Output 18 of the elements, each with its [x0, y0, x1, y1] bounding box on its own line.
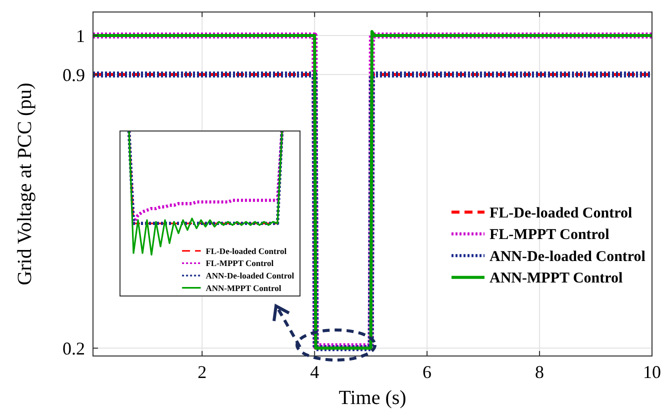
y-tick-label: 0.2	[62, 338, 85, 358]
y-tick-label: 1	[76, 26, 85, 46]
legend-label: ANN-MPPT Control	[206, 282, 282, 293]
legend-label: FL-MPPT Control	[206, 258, 274, 268]
x-tick-label: 2	[198, 362, 207, 382]
x-tick-label: 6	[422, 362, 432, 382]
x-tick-label: 4	[310, 362, 320, 382]
x-axis-title: Time (s)	[338, 387, 406, 409]
legend-label: FL-MPPT Control	[490, 227, 610, 244]
legend-label: ANN-De-loaded Control	[490, 248, 646, 265]
legend-label: FL-De-loaded Control	[206, 246, 288, 256]
legend-label: ANN-MPPT Control	[490, 270, 623, 287]
legend-label: ANN-De-loaded Control	[206, 270, 295, 280]
legend-label: FL-De-loaded Control	[490, 205, 632, 222]
y-axis-title: Grid Voltage at PCC (pu)	[14, 82, 36, 286]
x-tick-label: 10	[643, 362, 661, 382]
x-tick-label: 8	[535, 362, 544, 382]
y-tick-label: 0.9	[62, 64, 85, 85]
